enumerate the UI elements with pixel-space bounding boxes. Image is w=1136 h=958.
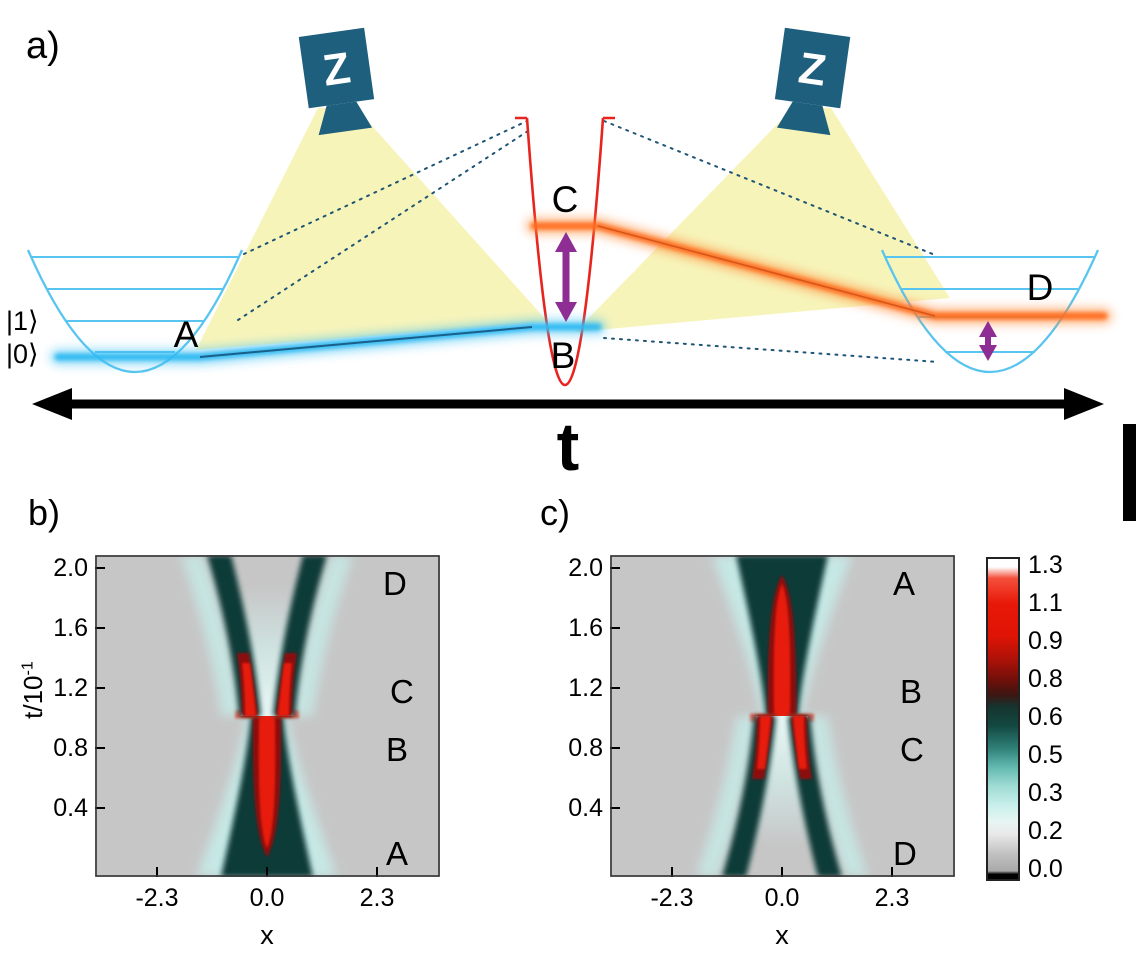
middle-trap — [525, 117, 605, 387]
level-1-label: |1⟩ — [6, 306, 39, 336]
panel-c-annotation: B — [900, 673, 922, 710]
panel-c-ytick: 0.4 — [568, 794, 603, 822]
colorbar-tick: 0.0 — [1028, 855, 1063, 883]
panel-b-annotation: D — [383, 565, 407, 602]
panel-b-ytick: 0.4 — [53, 794, 88, 822]
packet-red — [258, 716, 276, 849]
branch-halo-right — [291, 555, 353, 716]
state-b-label: B — [551, 335, 576, 376]
transition-arrow-right — [979, 321, 997, 361]
colorbar-tick: 0.5 — [1028, 741, 1063, 769]
panel-c-ytick: 1.6 — [568, 614, 603, 642]
panel-c-xtick: 0.0 — [764, 884, 800, 912]
branch-red-right — [278, 663, 292, 716]
branch-red-left — [242, 663, 256, 716]
arrow-head-down — [979, 345, 997, 361]
time-arrow-head-left — [32, 388, 72, 420]
arrow-head-down — [555, 302, 577, 322]
panel-b-ytick: 2.0 — [53, 554, 88, 582]
detector-right: Z — [774, 27, 851, 136]
density-distribution — [181, 555, 353, 877]
panel-b-ytick: 1.6 — [53, 614, 88, 642]
panel-b-annotation: C — [390, 673, 414, 710]
colorbar — [986, 557, 1020, 881]
right-edge-bar — [1123, 424, 1136, 521]
state-a-label: A — [174, 314, 199, 355]
panel-b-annotation: B — [386, 731, 408, 768]
colorbar-tick: 0.2 — [1028, 817, 1063, 845]
panel-b-xtick: 2.3 — [359, 884, 395, 912]
panel-c-ytick: 2.0 — [568, 554, 603, 582]
light-cone-left — [196, 108, 548, 350]
detector-lens — [776, 101, 831, 136]
branch-halo-left — [181, 555, 243, 716]
panel-c-annotation: C — [900, 731, 924, 768]
detector-left: Z — [298, 27, 375, 136]
panel-b-xtick: -2.3 — [135, 884, 179, 912]
blue-transport-line — [199, 326, 533, 358]
time-axis-label: t — [557, 409, 580, 485]
panel-c-heatmap: A B C D — [610, 555, 955, 877]
dotted-line — [603, 337, 939, 363]
time-axis-arrow — [32, 388, 1104, 420]
panel-b-xlabel: x — [260, 920, 274, 950]
transition-arrow-middle — [555, 232, 577, 322]
panel-c-xtick: -2.3 — [650, 884, 694, 912]
panel-c-ytick: 0.8 — [568, 734, 603, 762]
panel-c-label: c) — [540, 492, 570, 533]
detector-body — [298, 27, 375, 109]
level-0-label: |0⟩ — [6, 339, 39, 369]
panel-b-annotation: A — [386, 835, 408, 872]
panel-b-frame — [95, 555, 440, 877]
dotted-line — [237, 130, 529, 321]
panel-a-label: a) — [26, 25, 60, 67]
schematic-panel: Z Z a) A B C D |1⟩ |0⟩ — [6, 25, 1112, 485]
panel-c-ticks — [610, 567, 893, 877]
colorbar-tick: 0.9 — [1028, 627, 1063, 655]
panel-c-xlabel: x — [775, 920, 789, 950]
state-d-label: D — [1027, 267, 1054, 308]
panel-c-annotation: A — [893, 565, 915, 602]
colorbar-tick: 1.3 — [1028, 551, 1063, 579]
panel-b-heatmap: D C B A — [95, 555, 440, 877]
panel-b-xtick: 0.0 — [249, 884, 285, 912]
left-well — [26, 249, 244, 373]
arrow-head-up — [979, 321, 997, 337]
colorbar-tick: 0.8 — [1028, 665, 1063, 693]
dotted-line — [603, 120, 936, 256]
colorbar-tick: 0.6 — [1028, 703, 1063, 731]
detector-body — [774, 27, 851, 109]
panel-c-xtick: 2.3 — [874, 884, 910, 912]
orange-transport-line — [597, 225, 936, 317]
dotted-mapping-lines — [237, 120, 939, 363]
panel-b-ytick: 1.2 — [53, 674, 88, 702]
panel-b-ytick: 0.8 — [53, 734, 88, 762]
light-cone-right — [575, 108, 950, 332]
panel-c-annotation: D — [893, 835, 917, 872]
panel-b-label: b) — [28, 492, 61, 533]
colorbar-tick: 0.3 — [1028, 779, 1063, 807]
time-arrow-head-right — [1064, 388, 1104, 420]
state-c-label: C — [552, 179, 579, 220]
panel-c-ytick: 1.2 — [568, 674, 603, 702]
arrow-head-up — [555, 232, 577, 252]
detector-lens — [318, 101, 373, 136]
panel-c-frame — [610, 555, 955, 877]
colorbar-tick: 1.1 — [1028, 589, 1063, 617]
